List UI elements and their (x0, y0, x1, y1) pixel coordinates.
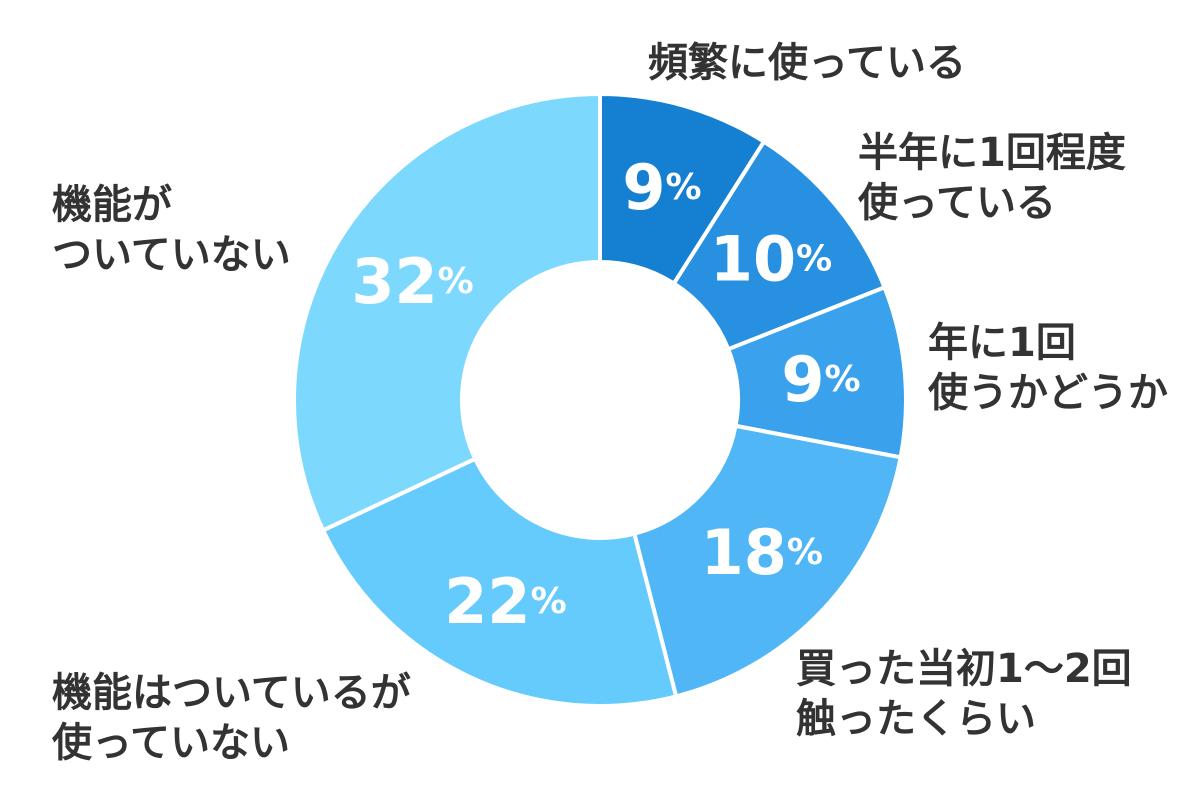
donut-slice-4 (631, 423, 903, 699)
donut-slice-6 (292, 91, 602, 533)
label-semiannual-use: 半年に1回程度 使っている (858, 130, 1126, 226)
slice-percent-label-5: 22% (444, 564, 566, 637)
slice-percent-label-3: 9% (781, 343, 860, 416)
donut-slice-5 (320, 456, 679, 708)
slice-percent-label-1: 9% (622, 150, 701, 223)
slice-percent-label-6: 32% (351, 245, 473, 318)
slice-percent-label-4: 18% (701, 515, 823, 588)
slice-percent-label-2: 10% (710, 222, 832, 295)
label-no-feature: 機能が ついていない (52, 182, 291, 278)
label-annual-use: 年に1回 使うかどうか (928, 320, 1168, 416)
donut-slice-2 (671, 138, 888, 352)
label-frequent-use: 頻繁に使っている (648, 40, 966, 86)
label-touched-at-first: 買った当初1〜2回 触ったくらい (796, 646, 1132, 742)
label-unused-feature: 機能はついているが 使っていない (52, 670, 411, 766)
